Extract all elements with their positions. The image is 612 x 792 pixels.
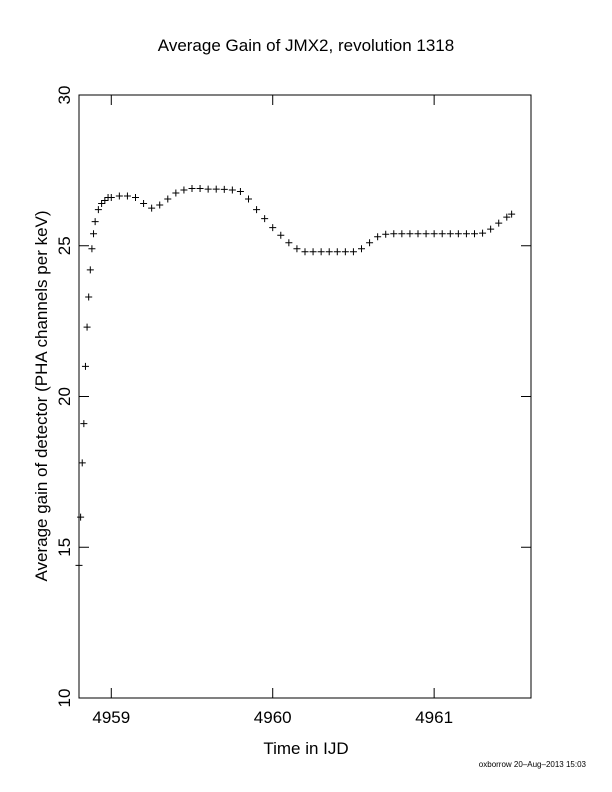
data-point: [374, 233, 382, 241]
x-tick-label: 4959: [92, 708, 130, 727]
data-point: [358, 245, 365, 253]
data-point: [85, 293, 93, 301]
data-point: [508, 210, 516, 218]
data-point: [285, 239, 293, 247]
x-tick-label: 4960: [254, 708, 292, 727]
data-point: [430, 230, 438, 238]
data-point: [77, 513, 85, 521]
data-point: [301, 248, 309, 256]
data-point: [438, 230, 446, 238]
data-point: [156, 201, 164, 209]
data-point: [101, 197, 109, 205]
data-point: [414, 230, 422, 238]
data-point: [172, 189, 180, 197]
data-point: [196, 184, 204, 192]
data-point: [341, 248, 349, 256]
data-point: [148, 204, 156, 212]
data-point: [325, 248, 333, 256]
data-point: [94, 206, 102, 214]
data-point: [228, 186, 236, 194]
data-point: [398, 230, 406, 238]
data-point: [91, 218, 99, 226]
data-point: [88, 245, 96, 253]
data-point: [390, 230, 398, 238]
data-point: [123, 192, 131, 200]
data-point: [503, 213, 511, 221]
data-point: [236, 187, 244, 195]
data-point: [317, 248, 325, 256]
y-axis-label: Average gain of detector (PHA channels p…: [32, 210, 51, 582]
data-point: [495, 219, 503, 227]
data-point: [140, 200, 148, 208]
data-point: [269, 224, 277, 232]
data-point: [293, 245, 301, 253]
y-tick-label: 25: [55, 236, 74, 255]
data-point: [180, 186, 188, 194]
data-point: [83, 323, 91, 331]
y-tick-label: 15: [55, 538, 74, 557]
data-point: [75, 561, 83, 569]
data-point: [261, 215, 269, 223]
data-point: [220, 185, 228, 193]
data-point: [471, 230, 478, 238]
data-point: [479, 229, 487, 237]
data-point: [107, 194, 115, 202]
data-point: [81, 362, 89, 370]
data-point: [253, 206, 261, 214]
data-point: [132, 194, 139, 202]
data-point: [212, 185, 220, 193]
data-point: [204, 185, 212, 193]
data-point: [309, 248, 317, 256]
x-tick-label: 4961: [415, 708, 453, 727]
data-point: [245, 195, 252, 203]
data-point: [454, 230, 462, 238]
x-axis-label: Time in IJD: [263, 739, 349, 758]
data-point: [164, 195, 172, 203]
chart-title: Average Gain of JMX2, revolution 1318: [157, 36, 455, 55]
footer-credit: oxborrow 20–Aug–2013 15:03: [478, 760, 586, 769]
data-point: [188, 184, 196, 192]
data-point: [78, 459, 86, 467]
data-point: [90, 230, 98, 238]
data-point: [349, 248, 357, 256]
data-point: [406, 230, 414, 238]
data-point: [333, 248, 341, 256]
data-point: [446, 230, 454, 238]
data-point: [422, 230, 430, 238]
data-point: [115, 192, 123, 200]
data-point: [277, 231, 285, 239]
data-point: [382, 230, 390, 238]
data-point: [80, 420, 88, 428]
data-point: [487, 225, 495, 233]
y-tick-label: 10: [55, 689, 74, 708]
plot-frame: [78, 94, 532, 699]
data-point: [98, 200, 106, 208]
y-tick-label: 20: [55, 387, 74, 406]
data-point: [462, 230, 470, 238]
data-point: [366, 239, 374, 247]
data-point: [86, 266, 94, 274]
y-tick-label: 30: [55, 86, 74, 105]
